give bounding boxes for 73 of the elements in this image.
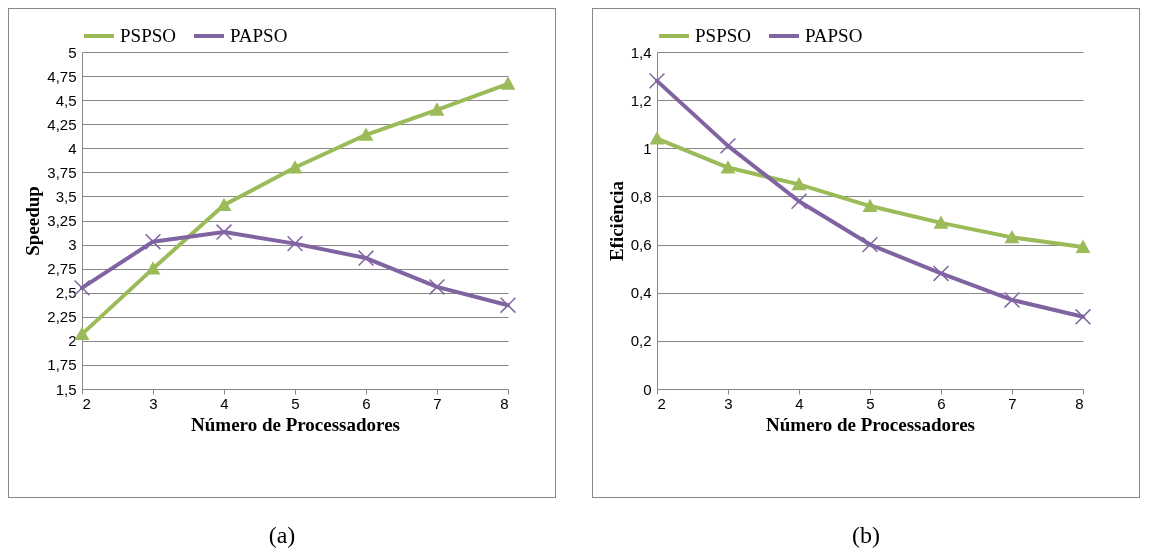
y-tick-label: 2,5 [55,284,77,302]
y-axis-title: Eficiência [605,180,627,262]
y-tick-label: 1,4 [630,43,652,61]
point [649,131,665,145]
y-tick-label: 4,5 [55,91,77,109]
point [216,197,232,212]
x-tick-label: 2 [657,394,666,412]
y-tick-label: 1,75 [47,356,77,374]
y-tick-label: 0,8 [630,187,652,205]
point [286,235,304,252]
y-tick-label: 2,75 [47,260,77,278]
y-axis-title: Speedup [22,186,44,256]
point [357,249,375,267]
x-tick-label: 8 [1075,394,1084,412]
point [720,160,736,174]
text: (b) [852,522,880,549]
y-tick-label: 4 [68,139,77,157]
x-tick-label: 8 [500,394,509,412]
y-tick-label: 5 [68,43,77,61]
point [648,72,666,90]
point [215,223,233,241]
y-tick-label: 0 [643,380,652,398]
y-tick-label: 2,25 [47,308,77,326]
y-tick-label: 4,25 [47,115,77,133]
legend-label: PSPSO [695,25,751,46]
point [1074,308,1092,325]
y-tick-label: 0,2 [630,332,652,350]
y-tick-label: 3 [68,236,77,254]
point [790,193,808,210]
point [1004,229,1020,244]
x-tick-label: 3 [724,394,733,412]
legend-label: PSPSO [120,25,176,46]
x-axis-title: Número de Processadores [766,413,975,435]
x-tick-label: 2 [82,394,91,412]
x-tick-label: 4 [795,394,804,412]
point [933,215,949,229]
x-tick-label: 4 [220,394,229,412]
x-tick-label: 5 [291,394,300,412]
y-tick-label: 0,4 [630,284,652,302]
point [287,160,303,174]
x-axis-title: Número de Processadores [191,413,400,435]
point [861,236,879,253]
point [144,233,162,250]
point [358,127,374,141]
x-tick-label: 7 [433,394,442,412]
y-tick-label: 1,5 [55,380,77,398]
point [499,297,517,314]
point [1075,239,1091,253]
x-tick-label: 6 [937,394,946,412]
x-tick-label: 3 [149,394,158,412]
y-tick-label: 3,5 [55,187,77,205]
y-tick-label: 4,75 [47,67,77,85]
x-tick-label: 6 [362,394,371,412]
y-tick-label: 3,25 [47,212,77,229]
y-tick-label: 3,75 [47,163,77,181]
point [932,265,950,282]
point [74,326,90,341]
legend-label: PAPSO [805,25,863,46]
point [500,76,516,90]
legend-label: PAPSO [230,25,288,46]
point [1003,291,1021,309]
point [145,261,161,275]
y-tick-label: 1 [643,139,652,157]
x-tick-label: 5 [866,394,875,412]
x-tick-label: 7 [1008,394,1017,412]
y-tick-label: 0,6 [630,236,652,254]
point [862,198,878,212]
y-tick-label: 2 [68,332,77,350]
point [791,176,807,191]
point [428,278,446,296]
y-tick-label: 1,2 [630,91,652,109]
text: (a) [268,522,296,549]
point [429,102,445,116]
